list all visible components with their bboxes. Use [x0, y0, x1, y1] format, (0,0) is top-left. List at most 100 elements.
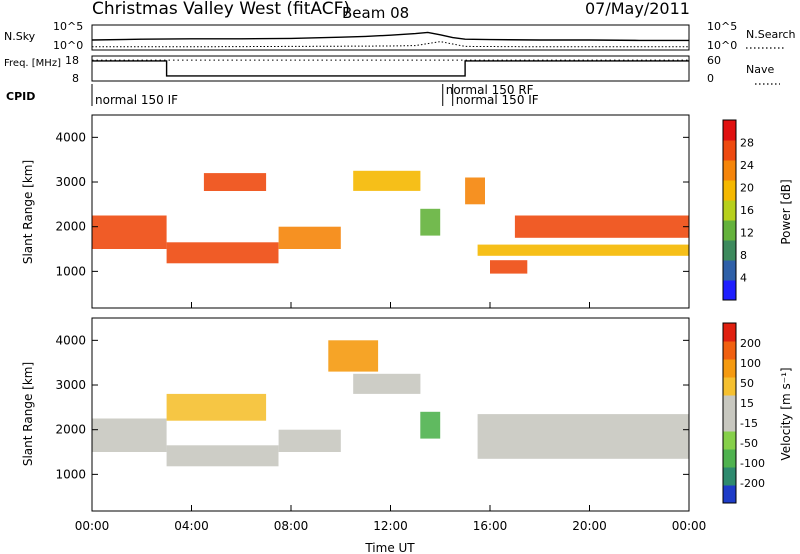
figure-title: Christmas Valley West (fitACF): [92, 0, 350, 19]
nsky-series-line: [91, 31, 689, 42]
y-tick-label: 2000: [55, 423, 86, 437]
heatmap-band: [477, 244, 689, 256]
colorbar-tick-label: 28: [740, 137, 754, 150]
colorbar-tick-label: 200: [740, 337, 761, 350]
colorbar-segment: [723, 280, 736, 301]
heatmap-band: [465, 177, 485, 205]
nave-tick-bottom-right: 0: [707, 72, 714, 85]
time-xlabel: Time UT: [364, 541, 415, 554]
colorbar-tick-label: -100: [740, 457, 765, 470]
colorbar-tick-label: 50: [740, 377, 754, 390]
x-tick-label: 20:00: [572, 519, 607, 533]
colorbar-frame: [722, 119, 737, 301]
noise-tick-bottom-right: 10^0: [707, 39, 737, 52]
colorbar-tick-label: 100: [740, 357, 761, 370]
power-colorbar-label: Power [dB]: [779, 179, 793, 244]
y-tick-label: 3000: [55, 378, 86, 392]
heatmap-band: [278, 226, 341, 249]
heatmap-band: [92, 215, 167, 249]
power-panel: 1000 2000 3000 4000 Slant Range [km] 4 8 12 16…: [21, 114, 793, 309]
noise-right-label: N.Search: [746, 28, 796, 41]
freq-left-label: Freq. [MHz]: [4, 58, 61, 69]
colorbar-segment: [723, 240, 736, 261]
colorbar-tick-label: 16: [740, 204, 754, 217]
noise-tick-top-right: 10^5: [707, 20, 737, 33]
heatmap-band: [328, 340, 379, 372]
heatmap-band: [477, 414, 689, 459]
heatmap-band: [514, 215, 689, 238]
cpid-segment-label: normal 150 IF: [456, 93, 539, 107]
colorbar-segment: [723, 467, 736, 486]
power-ylabel: Slant Range [km]: [21, 160, 35, 264]
colorbar-segment: [723, 180, 736, 201]
colorbar-tick-label: 15: [740, 397, 754, 410]
freq-tick-top-left: 18: [65, 54, 79, 67]
colorbar-segment: [723, 341, 736, 360]
colorbar-tick-label: 4: [740, 272, 747, 285]
heatmap-band: [353, 170, 421, 191]
nave-right-label: Nave: [746, 63, 774, 76]
x-tick-label: 04:00: [174, 519, 209, 533]
colorbar-segment: [723, 359, 736, 378]
colorbar-segment: [723, 485, 736, 504]
cpid-label: CPID: [6, 90, 35, 103]
colorbar-tick-label: -50: [740, 437, 758, 450]
colorbar-segment: [723, 395, 736, 414]
freq-series-line: [92, 60, 689, 77]
colorbar-tick-label: 12: [740, 227, 754, 240]
heatmap-band: [353, 373, 421, 394]
colorbar-segment: [723, 160, 736, 181]
y-tick-label: 4000: [55, 130, 86, 144]
colorbar-segment: [723, 449, 736, 468]
noise-left-label: N.Sky: [4, 30, 36, 43]
colorbar-segment: [723, 260, 736, 281]
colorbar-segment: [723, 377, 736, 396]
colorbar-segment: [723, 220, 736, 241]
heatmap-band: [166, 445, 279, 467]
colorbar-segment: [723, 413, 736, 432]
noise-tick-top-left: 10^5: [53, 20, 83, 33]
colorbar-tick-label: 20: [740, 182, 754, 195]
velocity-colorbar-label: Velocity [m s⁻¹]: [779, 367, 793, 460]
colorbar-tick-label: -15: [740, 417, 758, 430]
freq-tick-bottom-left: 8: [72, 72, 79, 85]
y-tick-label: 1000: [55, 264, 86, 278]
x-tick-label: 00:00: [672, 519, 707, 533]
x-tick-label: 16:00: [473, 519, 508, 533]
velocity-panel: 1000 2000 3000 4000 Slant Range [km] 200 100…: [21, 302, 793, 554]
colorbar-frame: [722, 322, 737, 504]
heatmap-band: [420, 411, 441, 439]
x-tick-label: 12:00: [373, 519, 408, 533]
heatmap-band: [166, 242, 279, 264]
colorbar-tick-label: -200: [740, 477, 765, 490]
colorbar-segment: [723, 323, 736, 342]
noise-panel: N.Sky N.Search 10^5 10^0 10^5 10^0: [4, 20, 796, 52]
colorbar-segment: [723, 200, 736, 221]
nsearch-series-line: [92, 41, 689, 48]
heatmap-band: [420, 208, 441, 236]
cpid-segment-label: normal 150 RF: [446, 83, 534, 97]
heatmap-band: [278, 429, 341, 452]
heatmap-band: [92, 418, 167, 452]
noise-tick-bottom-left: 10^0: [53, 39, 83, 52]
x-tick-label: 08:00: [274, 519, 309, 533]
heatmap-band: [166, 393, 267, 421]
x-tick-label: 00:00: [75, 519, 110, 533]
velocity-ylabel: Slant Range [km]: [21, 362, 35, 466]
y-tick-label: 1000: [55, 467, 86, 481]
beam-label: Beam 08: [342, 4, 409, 22]
colorbar-segment: [723, 140, 736, 161]
colorbar-tick-label: 8: [740, 249, 747, 262]
y-tick-label: 3000: [55, 175, 86, 189]
nave-tick-top-right: 60: [707, 54, 721, 67]
date-label: 07/May/2011: [585, 0, 690, 18]
cpid-segment-label: normal 150 IF: [95, 93, 178, 107]
heatmap-band: [203, 173, 267, 191]
y-tick-label: 4000: [55, 333, 86, 347]
frequency-panel: Freq. [MHz] Nave 18 8 60 0: [4, 54, 780, 85]
heatmap-band: [490, 260, 528, 274]
colorbar-segment: [723, 431, 736, 450]
colorbar-tick-label: 24: [740, 159, 754, 172]
